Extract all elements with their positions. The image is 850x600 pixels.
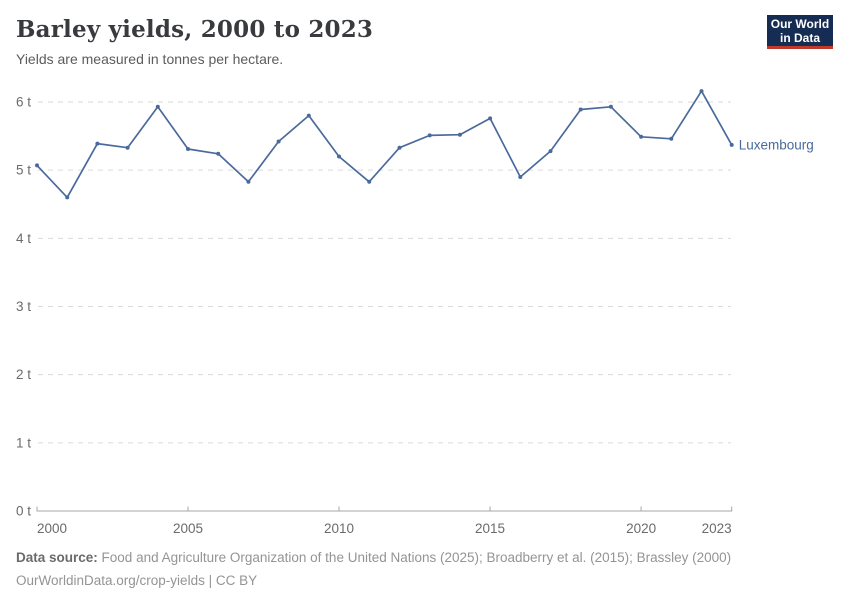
owid-logo-line2: in Data xyxy=(779,30,820,45)
x-axis-tick-label: 2005 xyxy=(173,521,203,536)
chart-title: Barley yields, 2000 to 2023 xyxy=(16,16,374,43)
data-point xyxy=(367,179,372,184)
data-source-text: Food and Agriculture Organization of the… xyxy=(101,550,732,565)
chart-header: Barley yields, 2000 to 2023 Yields are m… xyxy=(16,16,373,67)
owid-logo-line1: Our World xyxy=(770,16,830,31)
data-point xyxy=(155,104,160,109)
y-axis-tick-label: 3 t xyxy=(16,299,31,314)
data-point xyxy=(337,154,341,159)
data-source-label: Data source: xyxy=(16,550,98,565)
data-point xyxy=(729,142,734,147)
footer-attribution-line: OurWorldinData.org/crop-yields | CC BY xyxy=(16,573,258,588)
owid-logo: Our World in Data xyxy=(767,15,833,49)
y-axis-tick-label: 6 t xyxy=(16,95,31,110)
data-point xyxy=(35,163,39,168)
data-point xyxy=(639,134,644,139)
data-point xyxy=(125,145,130,150)
data-point xyxy=(246,179,251,184)
chart-subtitle: Yields are measured in tonnes per hectar… xyxy=(16,51,284,67)
y-axis-tick-label: 1 t xyxy=(16,435,31,450)
data-point xyxy=(186,147,190,151)
data-point xyxy=(65,195,70,200)
x-axis-tick-label: 2015 xyxy=(475,521,505,536)
data-point xyxy=(518,175,523,179)
data-point xyxy=(608,104,613,109)
chart-footer: Data source: Food and Agriculture Organi… xyxy=(16,546,731,592)
data-point xyxy=(669,136,674,141)
data-point xyxy=(427,133,432,138)
y-axis-tick-label: 5 t xyxy=(16,163,31,178)
data-point xyxy=(95,141,100,146)
y-axis-tick-label: 0 t xyxy=(16,504,31,519)
footer-source-line: Data source: Food and Agriculture Organi… xyxy=(16,546,731,569)
data-line-luxembourg xyxy=(36,90,733,199)
data-point xyxy=(397,145,402,150)
x-axis-tick-label: 2010 xyxy=(324,521,354,536)
data-point xyxy=(276,139,281,144)
data-point xyxy=(548,149,553,154)
y-axis-tick-label: 4 t xyxy=(16,231,31,246)
x-axis-tick-label: 2023 xyxy=(702,521,732,536)
series-end-label: Luxembourg xyxy=(739,137,814,152)
x-axis-tick-label: 2000 xyxy=(37,521,67,536)
y-axis-tick-label: 2 t xyxy=(16,367,31,382)
data-point xyxy=(699,89,704,94)
data-point xyxy=(457,132,462,137)
x-axis-tick-label: 2020 xyxy=(626,521,656,536)
data-point xyxy=(578,107,583,112)
data-point xyxy=(488,116,493,121)
data-point xyxy=(306,113,311,118)
data-point xyxy=(216,151,221,156)
